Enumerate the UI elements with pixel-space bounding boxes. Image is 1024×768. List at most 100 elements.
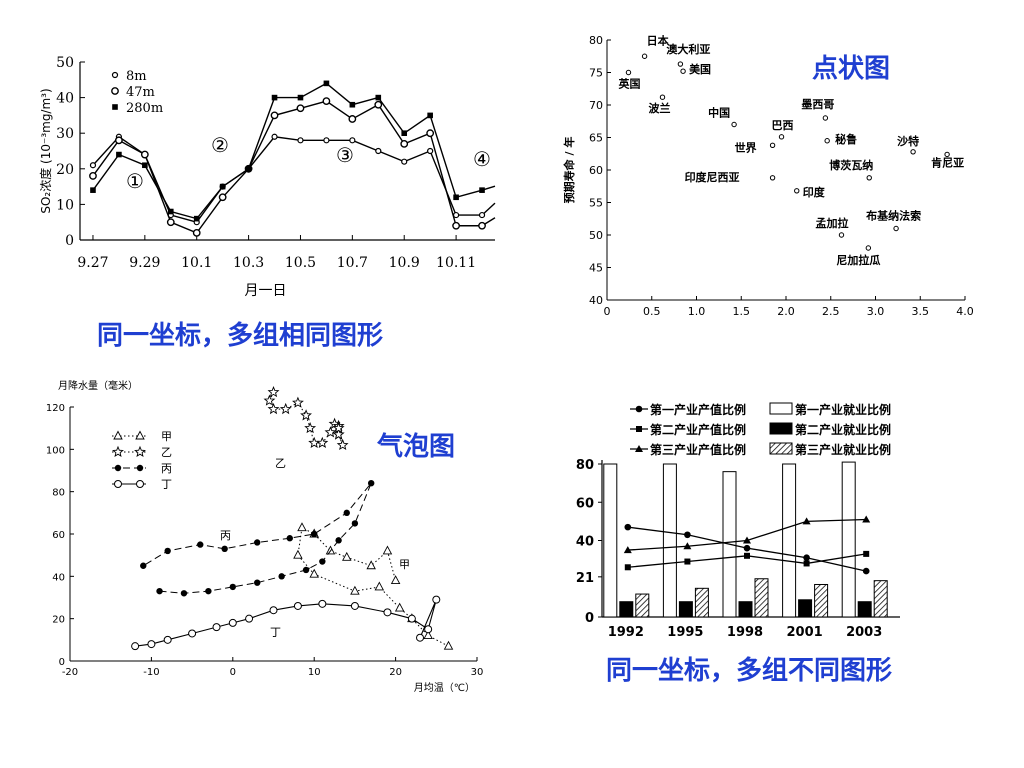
x-tick-label: 9.29 xyxy=(129,255,160,271)
series-point-丙 xyxy=(156,587,163,595)
scatter-point xyxy=(944,151,950,158)
legend-marker xyxy=(636,426,642,432)
x-tick-label: 2.5 xyxy=(822,305,840,318)
legend-marker-280m xyxy=(112,104,118,110)
series-line-8m xyxy=(92,135,483,224)
series-point-丙 xyxy=(229,583,236,591)
series-point-8m xyxy=(427,147,434,155)
series-point-丁 xyxy=(293,601,302,610)
legend-swatch xyxy=(769,402,793,415)
point-label: 英国 xyxy=(617,77,640,91)
legend-swatch xyxy=(769,442,793,455)
series-point-280m xyxy=(297,94,304,101)
series-point-丁 xyxy=(416,633,425,642)
legend-label: 第三产业就业比例 xyxy=(795,442,891,457)
point-label: 孟加拉 xyxy=(815,216,848,230)
line-point-第三产业产值比例 xyxy=(802,517,811,525)
series-point-丁 xyxy=(147,640,156,649)
y-tick-label: 55 xyxy=(589,197,603,210)
scatter-point xyxy=(778,134,785,140)
scatter-point xyxy=(910,149,916,155)
y-tick-label: 75 xyxy=(589,67,603,80)
legend-label-47m: 47m xyxy=(126,85,155,100)
x-tick-label: 2001 xyxy=(787,625,823,640)
bar-第一产业就业比例 xyxy=(603,463,618,618)
series-point-丙 xyxy=(351,520,359,527)
series-point-47m xyxy=(478,221,486,230)
bar-第三产业就业比例 xyxy=(635,593,650,618)
y-tick-label: 50 xyxy=(589,229,603,242)
series-point-8m xyxy=(375,147,382,155)
series-point-47m xyxy=(400,139,409,148)
y-tick-label: 100 xyxy=(46,445,65,456)
legend-label-甲: 甲 xyxy=(161,430,172,443)
series-point-丙 xyxy=(254,579,261,586)
series-point-280m xyxy=(349,101,356,108)
y-tick-label: 0 xyxy=(59,657,65,668)
y-tick-label: 10 xyxy=(56,197,74,213)
y-tick-label: 40 xyxy=(56,91,74,107)
bar-第二产业就业比例 xyxy=(738,601,753,618)
series-point-280m xyxy=(116,151,122,158)
legend-marker-丙 xyxy=(114,464,122,472)
series-point-47m xyxy=(374,100,383,109)
series-point-丙 xyxy=(286,535,293,542)
y-tick-label: 65 xyxy=(589,132,603,145)
series-point-8m xyxy=(401,158,408,165)
legend-marker-乙 xyxy=(112,445,124,457)
series-point-甲 xyxy=(374,581,385,591)
series-point-丙 xyxy=(343,509,350,517)
scatter-point xyxy=(865,245,872,251)
series-point-8m xyxy=(271,133,278,140)
so2-chart: 0 10 20 30 40 50 9.27 9.29 10.1 10.3 10.5 10.7 10.9 1… xyxy=(38,55,496,299)
y-tick-label: 21 xyxy=(576,571,594,586)
scatter-point xyxy=(893,225,899,232)
scatter-point xyxy=(625,69,632,76)
series-point-乙 xyxy=(332,422,345,434)
series-point-280m xyxy=(90,187,96,193)
bar-第三产业就业比例 xyxy=(694,587,709,618)
series-point-甲 xyxy=(297,522,307,532)
y-axis-label: SO₂浓度 (10⁻³mg/m³) xyxy=(38,88,53,213)
series-point-甲 xyxy=(394,602,405,612)
legend-marker-丙 xyxy=(136,464,144,472)
series-point-丁 xyxy=(188,629,197,638)
line-point-第三产业产值比例 xyxy=(862,515,871,523)
point-label: 肯尼亚 xyxy=(931,155,964,169)
series-point-丁 xyxy=(350,601,359,610)
series-point-丙 xyxy=(319,558,326,565)
series-line-280m xyxy=(92,82,483,220)
series-point-乙 xyxy=(308,436,321,448)
series-point-47m xyxy=(426,129,435,138)
x-tick-label: 1995 xyxy=(667,625,703,640)
x-tick-label: -10 xyxy=(143,667,159,678)
series-point-280m xyxy=(427,112,433,119)
point-label: 美国 xyxy=(689,62,711,76)
series-point-甲 xyxy=(293,549,303,559)
series-point-280m xyxy=(375,94,382,101)
line-point-第二产业产值比例 xyxy=(863,550,870,557)
legend-label-丁: 丁 xyxy=(161,478,172,491)
y-tick-label: 40 xyxy=(52,572,65,583)
y-axis-label: 月降水量（毫米） xyxy=(58,379,138,392)
series-point-丙 xyxy=(254,539,261,546)
series-point-丙 xyxy=(164,547,171,555)
legend-marker-47m xyxy=(111,87,119,95)
x-axis-label: 月均温（℃） xyxy=(414,682,475,694)
line-point-第一产业产值比例 xyxy=(684,531,691,539)
series-label-丁: 丁 xyxy=(270,626,281,639)
line-point-第一产业产值比例 xyxy=(624,523,632,531)
legend-label: 第一产业产值比例 xyxy=(650,402,746,417)
bar-第三产业就业比例 xyxy=(814,583,829,618)
x-tick-label: 10.7 xyxy=(337,255,368,271)
series-point-47m xyxy=(322,97,331,106)
y-axis-label: 预期寿命 / 年 xyxy=(562,137,576,204)
series-point-乙 xyxy=(324,426,337,438)
series-point-8m xyxy=(478,211,486,219)
series-point-乙 xyxy=(267,386,280,398)
caption-scatter: 点状图 xyxy=(812,54,891,84)
point-label: 印度尼西亚 xyxy=(685,170,740,184)
series-line-丁 xyxy=(135,599,437,647)
line-point-第一产业产值比例 xyxy=(862,567,870,575)
y-tick-label: 20 xyxy=(52,615,65,626)
